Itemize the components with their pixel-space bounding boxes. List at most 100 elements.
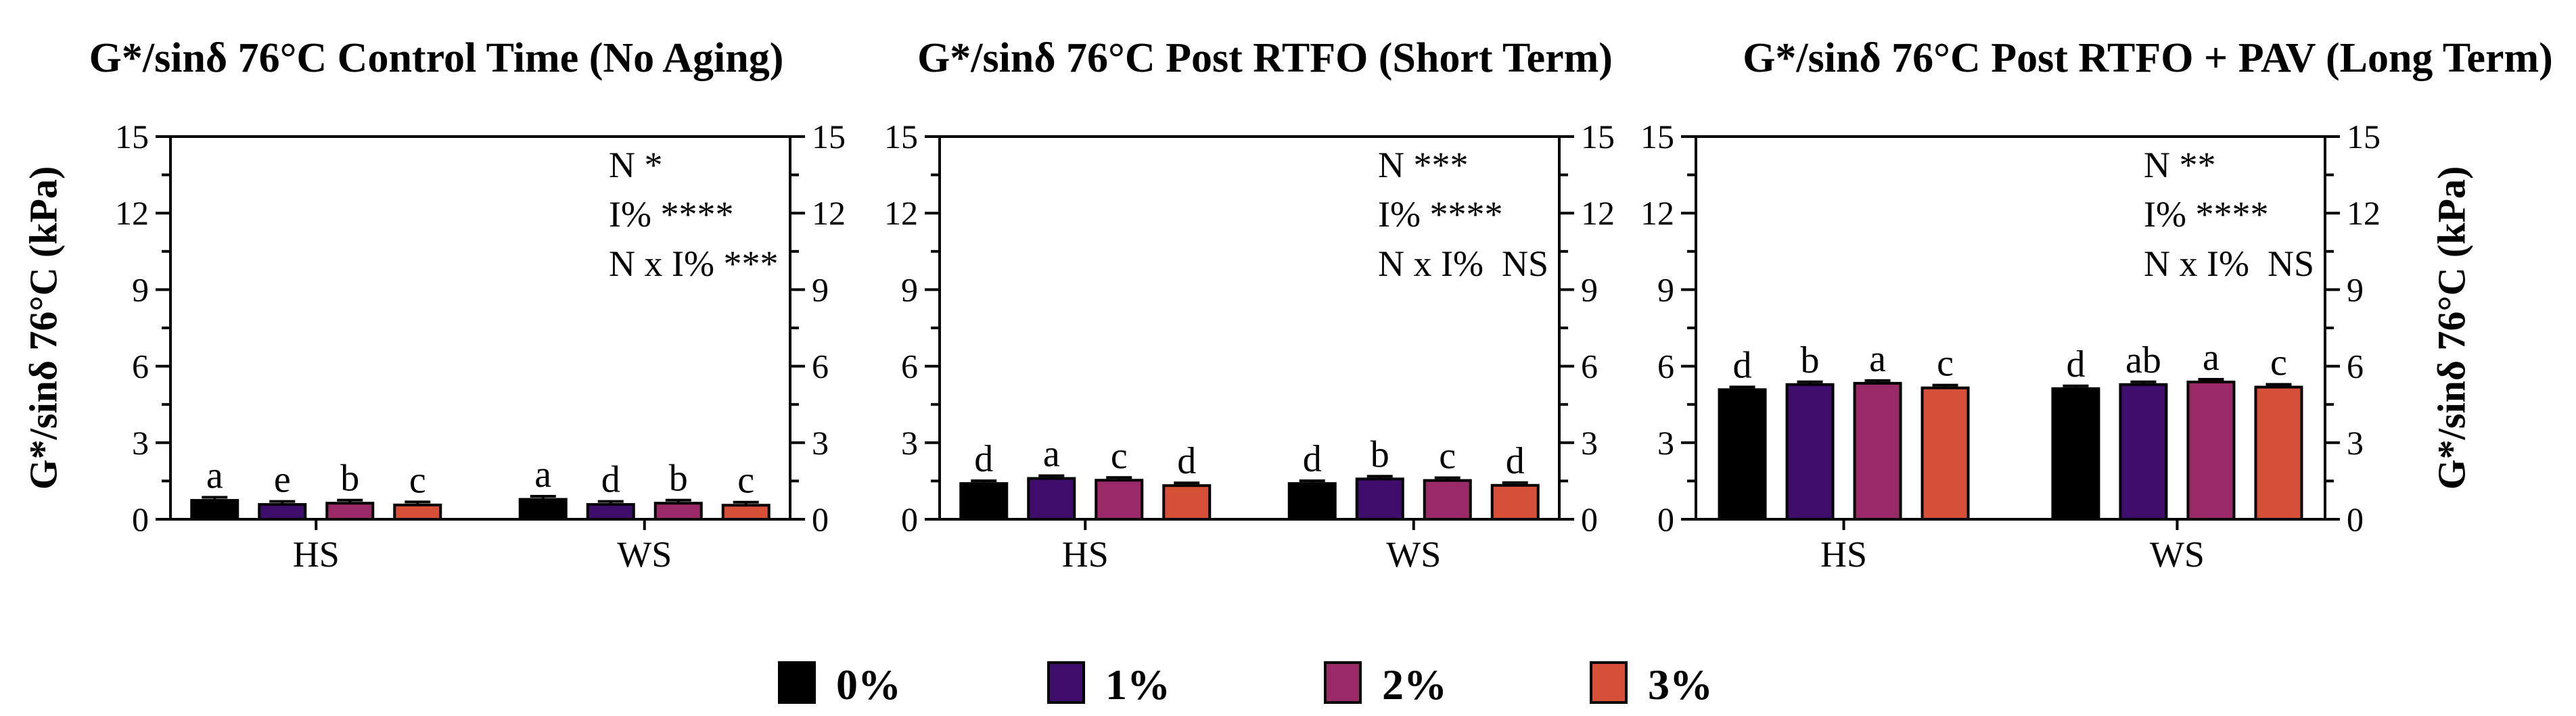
bar-ws-3% [721, 504, 770, 521]
sig-letter: c [1937, 343, 1954, 385]
y-tick-label-right: 9 [2347, 270, 2364, 308]
sig-letter: a [1043, 433, 1060, 475]
y-tick-label-right: 0 [2347, 500, 2364, 538]
sig-letter: e [274, 459, 291, 501]
panel-2: G*/sinδ 76°C Post RTFO (Short Term) d a c d H… [884, 35, 1615, 575]
bar-ws-1% [586, 503, 635, 521]
stat-annotation: N x I% *** [609, 243, 778, 284]
legend-swatch-0% [778, 661, 816, 704]
sig-letter: d [974, 438, 993, 480]
bar-hs-3% [1162, 484, 1212, 521]
y-tick-label-left: 3 [132, 424, 149, 462]
sig-letter: c [409, 459, 426, 501]
y-tick-label-right: 12 [1581, 194, 1615, 232]
y-tick-label-right: 6 [2347, 348, 2364, 385]
y-tick-label-right: 12 [812, 194, 846, 232]
bar-ws-0% [518, 498, 568, 521]
legend-swatch-1% [1047, 661, 1085, 704]
bar-ws-1% [1355, 477, 1404, 521]
bar-ws-0% [1287, 482, 1337, 521]
legend-swatch-2% [1324, 661, 1362, 704]
y-tick-label-right: 0 [812, 500, 829, 538]
y-tick-label-left: 0 [901, 500, 918, 538]
legend: 0% 1% 2% 3% [778, 661, 1713, 709]
bar-ws-3% [2254, 385, 2303, 521]
panel-title: G*/sinδ 76°C Post RTFO (Short Term) [917, 35, 1613, 81]
bar-hs-0% [959, 482, 1009, 521]
y-tick-label-right: 0 [1581, 500, 1598, 538]
bar-ws-3% [1490, 483, 1540, 521]
legend-label-1%: 1% [1105, 661, 1170, 709]
y-tick-label-left: 3 [901, 424, 918, 462]
bar-hs-2% [1853, 381, 1902, 521]
sig-letter: a [1869, 338, 1886, 380]
x-category-label: HS [1062, 534, 1109, 575]
y-tick-label-right: 6 [1581, 348, 1598, 385]
stat-annotation: I% **** [1378, 194, 1502, 235]
x-category-label: HS [293, 534, 340, 575]
y-tick-label-right: 15 [2347, 118, 2380, 156]
y-tick-label-left: 3 [1657, 424, 1674, 462]
sig-letter: b [669, 458, 688, 500]
y-tick-label-left: 12 [884, 194, 918, 232]
sig-letter: c [1111, 435, 1128, 477]
legend-label-0%: 0% [836, 661, 901, 709]
y-tick-label-left: 9 [1657, 270, 1674, 308]
sig-letter: b [1371, 433, 1389, 475]
y-tick-label-left: 6 [1657, 348, 1674, 385]
y-tick-label-left: 0 [1657, 500, 1674, 538]
y-tick-label-right: 3 [1581, 424, 1598, 462]
y-tick-label-left: 15 [884, 118, 918, 156]
sig-letter: d [2066, 343, 2085, 385]
bar-ws-2% [1423, 479, 1472, 521]
y-tick-label-left: 12 [115, 194, 149, 232]
bar-hs-2% [1095, 479, 1144, 521]
stat-annotation: N x I% NS [1378, 243, 1548, 284]
y-tick-label-left: 6 [132, 348, 149, 385]
legend-swatch-3% [1590, 661, 1628, 704]
sig-letter: d [1303, 438, 1322, 480]
sig-letter: ab [2125, 339, 2161, 381]
y-tick-label-left: 9 [132, 270, 149, 308]
sig-letter: c [737, 460, 754, 502]
legend-label-2%: 2% [1382, 661, 1447, 709]
y-tick-label-right: 9 [1581, 270, 1598, 308]
stat-annotation: I% **** [2144, 194, 2268, 235]
sig-letter: d [1506, 440, 1525, 482]
stat-annotation: N x I% NS [2144, 243, 2314, 284]
bar-hs-1% [1785, 383, 1835, 521]
bar-hs-1% [258, 503, 307, 521]
panel-title: G*/sinδ 76°C Post RTFO + PAV (Long Term) [1743, 35, 2553, 81]
bar-ws-2% [2186, 380, 2236, 521]
bar-ws-1% [2119, 383, 2168, 521]
bar-ws-0% [2051, 387, 2100, 521]
bar-ws-2% [653, 502, 703, 521]
y-tick-label-left: 15 [1640, 118, 1674, 156]
bar-hs-0% [190, 499, 239, 521]
sig-letter: d [1733, 344, 1752, 386]
stat-annotation: I% **** [609, 194, 733, 235]
sig-letter: a [534, 454, 551, 496]
x-category-label: WS [1386, 534, 1441, 575]
y-tick-label-right: 6 [812, 348, 829, 385]
bar-hs-3% [393, 503, 442, 521]
bar-hs-0% [1718, 388, 1767, 521]
y-tick-label-right: 3 [2347, 424, 2364, 462]
y-tick-label-left: 9 [901, 270, 918, 308]
x-category-label: WS [2150, 534, 2205, 575]
sig-letter: d [601, 459, 620, 501]
sig-letter: a [206, 455, 223, 497]
legend-label-3%: 3% [1648, 661, 1713, 709]
stat-annotation: N *** [1378, 145, 1469, 185]
sig-letter: c [1439, 435, 1456, 477]
panel-3: G*/sinδ 76°C Post RTFO + PAV (Long Term)… [1640, 35, 2553, 575]
panel-title: G*/sinδ 76°C Control Time (No Aging) [89, 35, 784, 81]
panel-1: G*/sinδ 76°C Control Time (No Aging) a e b c… [89, 35, 846, 575]
sig-letter: c [2270, 342, 2287, 384]
y-tick-label-left: 12 [1640, 194, 1674, 232]
y-tick-label-right: 9 [812, 270, 829, 308]
y-tick-label-right: 15 [812, 118, 846, 156]
sig-letter: b [340, 458, 359, 500]
